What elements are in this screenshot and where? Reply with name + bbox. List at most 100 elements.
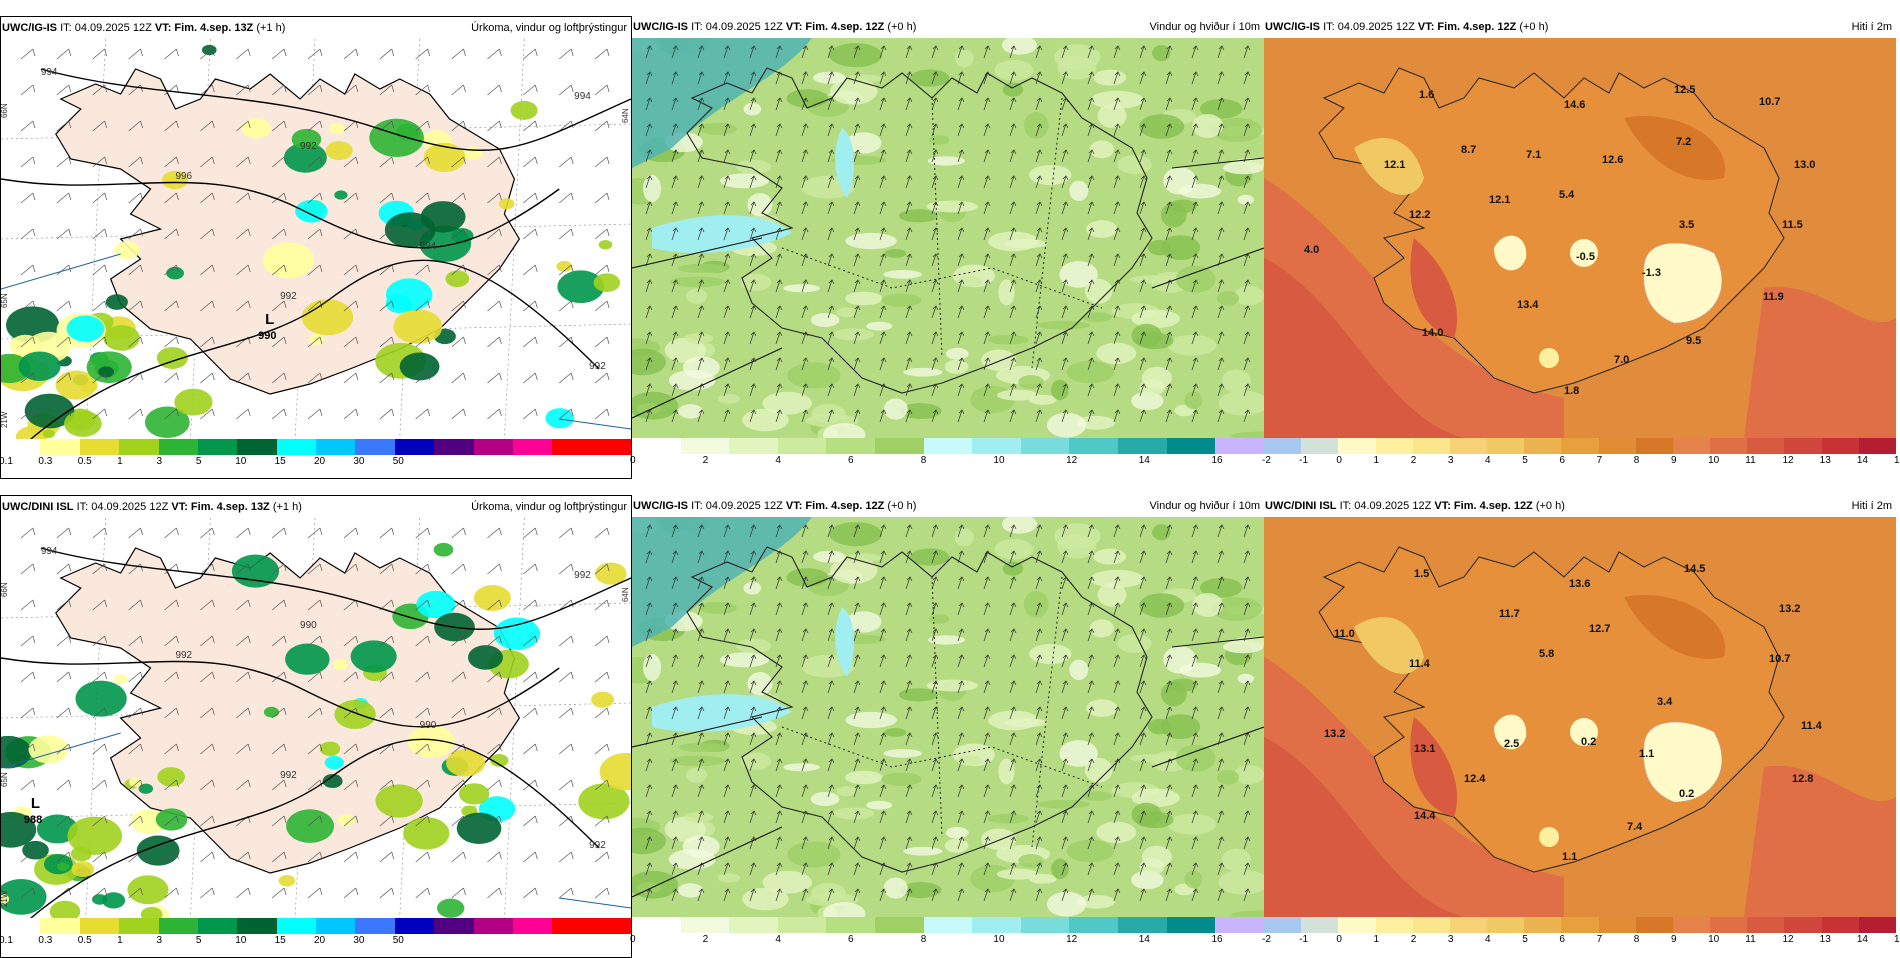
wind-arrowhead xyxy=(932,784,939,790)
wind-barb xyxy=(164,84,177,96)
wind-arrow xyxy=(749,836,755,850)
colorbar-swatch xyxy=(1375,917,1413,933)
wind-arrowhead xyxy=(646,175,653,181)
wind-speed-area xyxy=(927,635,966,645)
precip-colorbar-ticks: 0.1 0.3 0.5 1 3 5 10 15 20 30 50 xyxy=(0,455,631,469)
wind-barb xyxy=(247,599,251,608)
temp-map[interactable]: 1.5 14.5 13.6 13.2 11.0 11.7 12.7 11.4 5.8 10.7 3.… xyxy=(1264,517,1896,917)
grid-boundary xyxy=(632,157,1264,419)
wind-arrow xyxy=(671,550,677,564)
wind-map[interactable] xyxy=(632,38,1264,438)
temperature-value: 12.4 xyxy=(1464,773,1486,785)
wind-barb xyxy=(211,372,215,381)
precip-map[interactable]: 994 996 994 992 994 992 992 L 990 66N 65N 64N 21W xyxy=(1,39,631,439)
wind-arrowhead xyxy=(958,201,965,207)
wind-barb xyxy=(32,563,36,572)
wind-barb xyxy=(355,300,359,309)
wind-arrowhead xyxy=(880,97,887,103)
wind-arrowhead xyxy=(1140,383,1147,389)
wind-arrowhead xyxy=(750,628,757,634)
wind-speed-area xyxy=(1029,643,1072,665)
wind-arrowhead xyxy=(1114,758,1121,764)
wind-barb xyxy=(271,336,285,348)
wind-speed-area xyxy=(719,173,769,189)
precip-area xyxy=(445,270,470,288)
wind-barb xyxy=(211,120,215,129)
wind-arrow xyxy=(645,201,651,215)
wind-arrowhead xyxy=(1166,888,1173,894)
wind-barb xyxy=(391,563,395,572)
wind-barb xyxy=(451,300,464,312)
wind-barb xyxy=(534,671,538,680)
wind-arrowhead xyxy=(1088,836,1095,842)
wind-arrowhead xyxy=(1244,706,1251,712)
wind-arrowhead xyxy=(1010,123,1017,129)
wind-barb xyxy=(20,599,34,611)
wind-map[interactable] xyxy=(632,517,1264,917)
wind-speed-area xyxy=(719,652,769,668)
panel-title: Hiti í 2m xyxy=(1851,500,1892,512)
wind-barb xyxy=(391,671,395,680)
wind-arrowhead xyxy=(958,758,965,764)
wind-arrowhead xyxy=(932,45,939,51)
wind-arrowhead xyxy=(1140,357,1147,363)
wind-speed-area xyxy=(698,601,737,614)
panel-header: UWC/DINI ISL IT: 04.09.2025 12Z VT: Fim.… xyxy=(1,496,631,518)
wind-barb xyxy=(379,779,392,791)
wind-arrowhead xyxy=(776,45,783,51)
temp-map[interactable]: 1.6 12.5 10.7 14.6 8.7 7.1 12.6 7.2 12.1 13.0 5.4 1… xyxy=(1264,38,1896,438)
wind-arrow xyxy=(1009,383,1015,397)
wind-arrow xyxy=(1009,758,1015,772)
wind-barb xyxy=(283,563,287,572)
colorbar-swatch xyxy=(1635,438,1673,454)
wind-barb xyxy=(427,372,430,381)
colorbar-tick-label: 5 xyxy=(195,935,202,946)
wind-barb xyxy=(200,300,213,312)
wind-arrow xyxy=(1087,628,1093,642)
wind-arrow xyxy=(671,888,677,902)
wind-speed-area xyxy=(787,362,841,389)
precip-map[interactable]: 994 992 992 990 990 992 992 L 988 66N 65N 64N 21W xyxy=(1,518,631,918)
wind-speed-area xyxy=(881,772,922,786)
wind-arrowhead xyxy=(880,810,887,816)
wind-arrowhead xyxy=(698,680,705,686)
wind-barb xyxy=(594,120,608,132)
colorbar-tick-label: -2 xyxy=(1262,455,1271,466)
wind-arrow xyxy=(931,784,937,798)
wind-arrow xyxy=(853,836,859,850)
wind-barb xyxy=(594,156,608,168)
wind-barb xyxy=(247,635,251,644)
wind-arrowhead xyxy=(932,149,939,155)
colorbar-swatch xyxy=(1487,917,1525,933)
wind-arrowhead xyxy=(646,836,653,842)
precip-area xyxy=(114,241,140,260)
wind-arrow xyxy=(1061,654,1067,668)
wind-arrow xyxy=(827,149,833,163)
wind-arrow xyxy=(1139,628,1145,642)
wind-arrowhead xyxy=(906,45,913,51)
wind-arrowhead xyxy=(698,279,705,285)
wind-arrow xyxy=(749,123,755,137)
wind-arrow xyxy=(775,71,781,85)
wind-arrow xyxy=(645,357,651,371)
panel-title: Úrkoma, vindur og loftþrýstingur xyxy=(471,501,627,513)
wind-barb xyxy=(176,815,179,824)
precip-area xyxy=(301,299,354,336)
wind-arrow xyxy=(1217,149,1223,163)
wind-arrowhead xyxy=(698,149,705,155)
wind-barb xyxy=(379,527,392,539)
wind-barb xyxy=(307,408,321,420)
wind-arrow xyxy=(1113,550,1119,564)
wind-arrow xyxy=(931,149,937,163)
wind-arrowhead xyxy=(1010,357,1017,363)
wind-arrowhead xyxy=(854,654,861,660)
wind-arrowhead xyxy=(906,357,913,363)
wind-arrow xyxy=(749,862,755,876)
wind-arrowhead xyxy=(1088,784,1095,790)
wind-arrow xyxy=(1191,888,1197,902)
wind-arrowhead xyxy=(880,71,887,77)
wind-arrowhead xyxy=(1166,409,1173,415)
wind-barb xyxy=(164,815,177,827)
isobar xyxy=(1,657,560,728)
temperature-value: 11.0 xyxy=(1334,628,1355,640)
